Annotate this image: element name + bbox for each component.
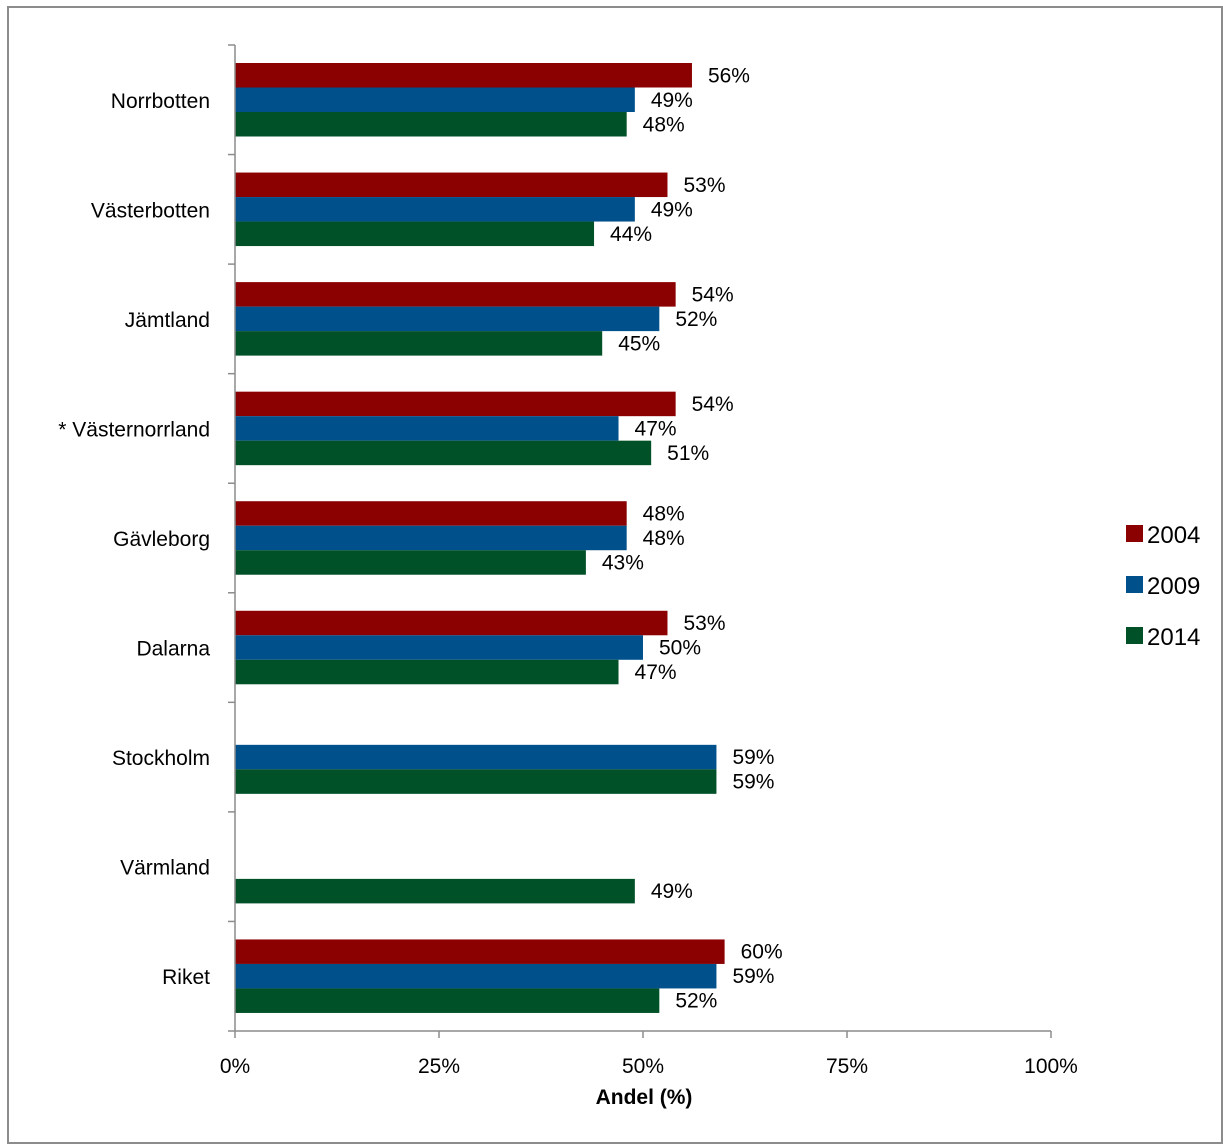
value-label-2004-3: 54% xyxy=(692,393,734,416)
bar-2009-6 xyxy=(235,744,717,770)
bar-2014-7 xyxy=(235,878,635,904)
bar-2004-1 xyxy=(235,172,668,198)
value-label-2009-8: 59% xyxy=(732,965,774,988)
category-label-3: * Västernorrland xyxy=(58,418,210,441)
category-label-0: Norrbotten xyxy=(111,90,210,113)
bar-2009-0 xyxy=(235,87,635,112)
value-label-2014-5: 47% xyxy=(635,661,677,684)
bar-2014-3 xyxy=(235,440,652,466)
legend-label-2004: 2004 xyxy=(1147,522,1200,549)
category-label-2: Jämtland xyxy=(125,309,210,332)
category-label-4: Gävleborg xyxy=(113,528,210,551)
bar-2004-3 xyxy=(235,391,676,417)
legend-swatch-2009 xyxy=(1126,576,1143,593)
bar-2014-1 xyxy=(235,221,595,247)
value-label-2009-2: 52% xyxy=(675,308,717,331)
bar-2014-8 xyxy=(235,988,660,1013)
value-label-2014-2: 45% xyxy=(618,332,660,355)
legend-swatch-2004 xyxy=(1126,525,1143,542)
value-label-2009-6: 59% xyxy=(732,746,774,769)
value-label-2009-1: 49% xyxy=(651,198,693,221)
bar-2009-5 xyxy=(235,635,643,660)
value-label-2014-8: 52% xyxy=(675,990,717,1013)
value-label-2004-0: 56% xyxy=(708,64,750,87)
value-label-2009-3: 47% xyxy=(635,417,677,440)
category-label-1: Västerbotten xyxy=(91,199,210,222)
category-label-5: Dalarna xyxy=(136,638,210,661)
value-label-2004-5: 53% xyxy=(683,612,725,635)
legend-label-2014: 2014 xyxy=(1147,624,1200,651)
x-tick-label-2: 50% xyxy=(622,1055,664,1078)
bar-2009-2 xyxy=(235,306,660,332)
x-tick-label-1: 25% xyxy=(418,1055,460,1078)
value-label-2009-0: 49% xyxy=(651,89,693,112)
legend-swatch-2014 xyxy=(1126,627,1143,644)
category-label-6: Stockholm xyxy=(112,747,210,770)
x-axis-title: Andel (%) xyxy=(596,1086,693,1109)
value-labels-layer: 56%49%48%53%49%44%54%52%45%54%47%51%48%4… xyxy=(602,64,783,1012)
value-label-2004-4: 48% xyxy=(643,502,685,525)
x-tick-label-4: 100% xyxy=(1024,1055,1078,1078)
bars-layer xyxy=(235,63,725,1013)
axes-layer: Norrbotten Västerbotten Jämtland * Västerno… xyxy=(58,44,1078,1078)
value-label-2004-8: 60% xyxy=(741,941,783,964)
category-label-7: Värmland xyxy=(120,857,210,880)
bar-2009-4 xyxy=(235,525,627,551)
x-tick-label-0: 0% xyxy=(220,1055,250,1078)
bar-2014-2 xyxy=(235,331,603,356)
value-label-2004-1: 53% xyxy=(683,174,725,197)
x-tick-label-3: 75% xyxy=(826,1055,868,1078)
bar-2004-0 xyxy=(235,63,692,88)
value-label-2004-2: 54% xyxy=(692,283,734,306)
value-label-2014-6: 59% xyxy=(732,771,774,794)
bar-2009-1 xyxy=(235,197,635,222)
legend-label-2009: 2009 xyxy=(1147,573,1200,600)
legend: 2004 2009 2014 xyxy=(1126,522,1200,651)
value-label-2014-4: 43% xyxy=(602,551,644,574)
value-label-2009-5: 50% xyxy=(659,637,701,660)
value-label-2014-1: 44% xyxy=(610,223,652,246)
bar-2004-2 xyxy=(235,282,676,307)
value-label-2014-7: 49% xyxy=(651,880,693,903)
value-label-2014-0: 48% xyxy=(643,113,685,136)
bar-2014-6 xyxy=(235,769,717,794)
bar-2009-8 xyxy=(235,963,717,989)
category-label-8: Riket xyxy=(162,966,210,989)
bar-2004-8 xyxy=(235,939,725,964)
bar-2004-5 xyxy=(235,610,668,636)
bar-2004-4 xyxy=(235,501,627,526)
bar-2014-5 xyxy=(235,659,619,685)
bar-2014-0 xyxy=(235,112,627,137)
bar-2009-3 xyxy=(235,416,619,441)
value-label-2014-3: 51% xyxy=(667,442,709,465)
bar-2014-4 xyxy=(235,550,586,575)
value-label-2009-4: 48% xyxy=(643,527,685,550)
